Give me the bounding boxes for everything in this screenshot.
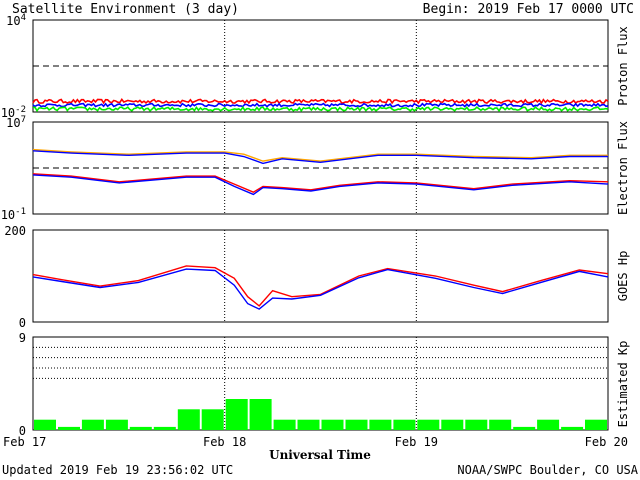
hp-series-blue [32, 268, 609, 310]
kp-bar [201, 409, 224, 430]
y-tick-label: 0 [19, 316, 26, 330]
kp-bar [273, 419, 296, 430]
y-tick-label: 200 [4, 224, 26, 238]
chart-title: Satellite Environment (3 day) [12, 2, 239, 17]
hp-series-red [32, 265, 609, 307]
series-layer [32, 98, 609, 430]
x-tick-label: Feb 19 [395, 435, 438, 449]
kp-ylabel: Estimated Kp [616, 341, 630, 428]
electron-series-red-2 [32, 173, 609, 193]
kp-bar [345, 419, 368, 430]
electron-panel-frame [32, 121, 609, 215]
kp-bar [513, 426, 536, 430]
updated-time: Updated 2019 Feb 19 23:56:02 UTC [2, 463, 233, 477]
proton-ylabel: Proton Flux [616, 26, 630, 105]
kp-bar [489, 419, 512, 430]
hp-ylabel: GOES Hp [616, 251, 630, 302]
x-axis-title: Universal Time [269, 448, 371, 462]
proton-series-blue [32, 102, 609, 108]
y-tick-label: 104 [6, 13, 26, 28]
kp-bar [81, 419, 104, 430]
kp-bar [369, 419, 392, 430]
x-tick-label: Feb 20 [585, 435, 628, 449]
begin-time: Begin: 2019 Feb 17 0000 UTC [423, 2, 634, 17]
kp-bar [465, 419, 488, 430]
y-tick-label: 0 [19, 424, 26, 438]
kp-bar [177, 409, 200, 430]
kp-bar [393, 419, 416, 430]
x-tick-label: Feb 18 [203, 435, 246, 449]
x-tick-label: Feb 17 [3, 435, 46, 449]
kp-bar [105, 419, 128, 430]
proton-series-green [32, 105, 609, 113]
kp-bar [537, 419, 560, 430]
electron-series-blue-1 [32, 150, 608, 165]
kp-bar [34, 419, 56, 430]
kp-bar [561, 426, 584, 430]
electron-series-blue-3 [32, 174, 609, 196]
proton-series-red [32, 98, 609, 105]
y-tick-label: 9 [19, 331, 26, 345]
kp-bar [441, 419, 464, 430]
credit: NOAA/SWPC Boulder, CO USA [457, 463, 638, 477]
kp-bar [417, 419, 440, 430]
kp-bar [153, 426, 176, 430]
proton-panel-frame [32, 19, 609, 113]
kp-bar [585, 419, 607, 430]
electron-ylabel: Electron Flux [616, 121, 630, 215]
kp-bar [249, 399, 272, 430]
kp-bar [321, 419, 344, 430]
grid-layer [33, 20, 608, 430]
kp-bar [58, 426, 80, 430]
electron-series-orange-0 [32, 148, 608, 162]
kp-bar [129, 426, 152, 430]
y-tick-label: 107 [6, 115, 26, 130]
y-tick-label: 10-1 [1, 207, 26, 222]
kp-bar [225, 399, 248, 430]
kp-panel-frame [32, 336, 609, 431]
kp-bar [297, 419, 320, 430]
hp-panel-frame [32, 229, 609, 323]
y-tick-label: 10-2 [1, 105, 26, 120]
